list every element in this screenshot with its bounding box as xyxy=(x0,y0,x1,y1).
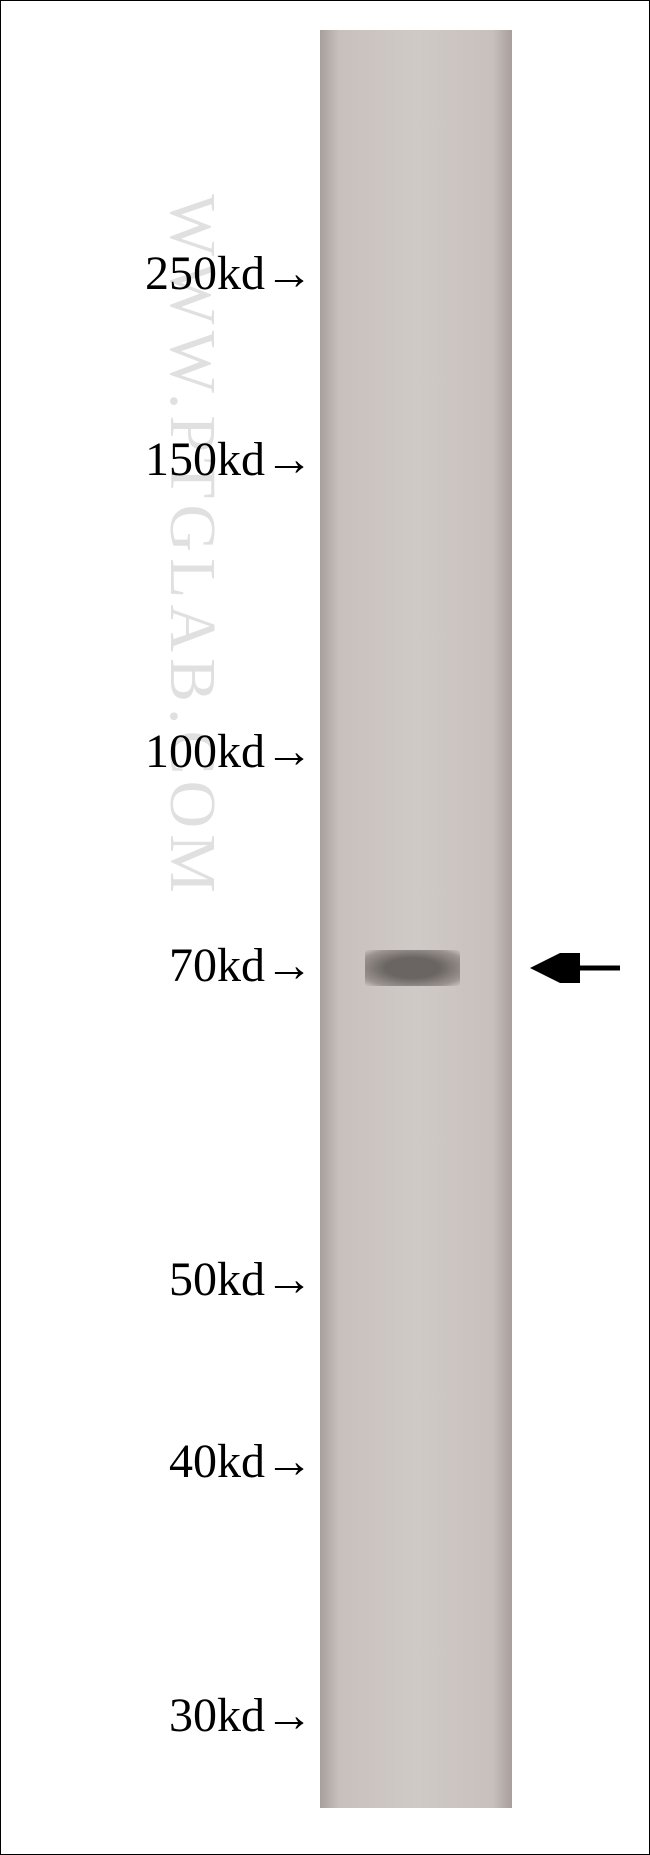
protein-band xyxy=(365,950,460,986)
band-pointer-arrow xyxy=(520,953,630,983)
mw-marker-label: 150kd→ xyxy=(0,432,313,487)
mw-marker-label: 100kd→ xyxy=(0,724,313,779)
western-blot-figure: 250kd→150kd→100kd→70kd→50kd→40kd→30kd→ W… xyxy=(0,0,650,1855)
mw-marker-label: 30kd→ xyxy=(0,1688,313,1743)
mw-marker-label: 50kd→ xyxy=(0,1252,313,1307)
mw-marker-label: 40kd→ xyxy=(0,1434,313,1489)
mw-marker-label: 70kd→ xyxy=(0,938,313,993)
blot-lane xyxy=(320,30,512,1808)
mw-marker-label: 250kd→ xyxy=(0,246,313,301)
